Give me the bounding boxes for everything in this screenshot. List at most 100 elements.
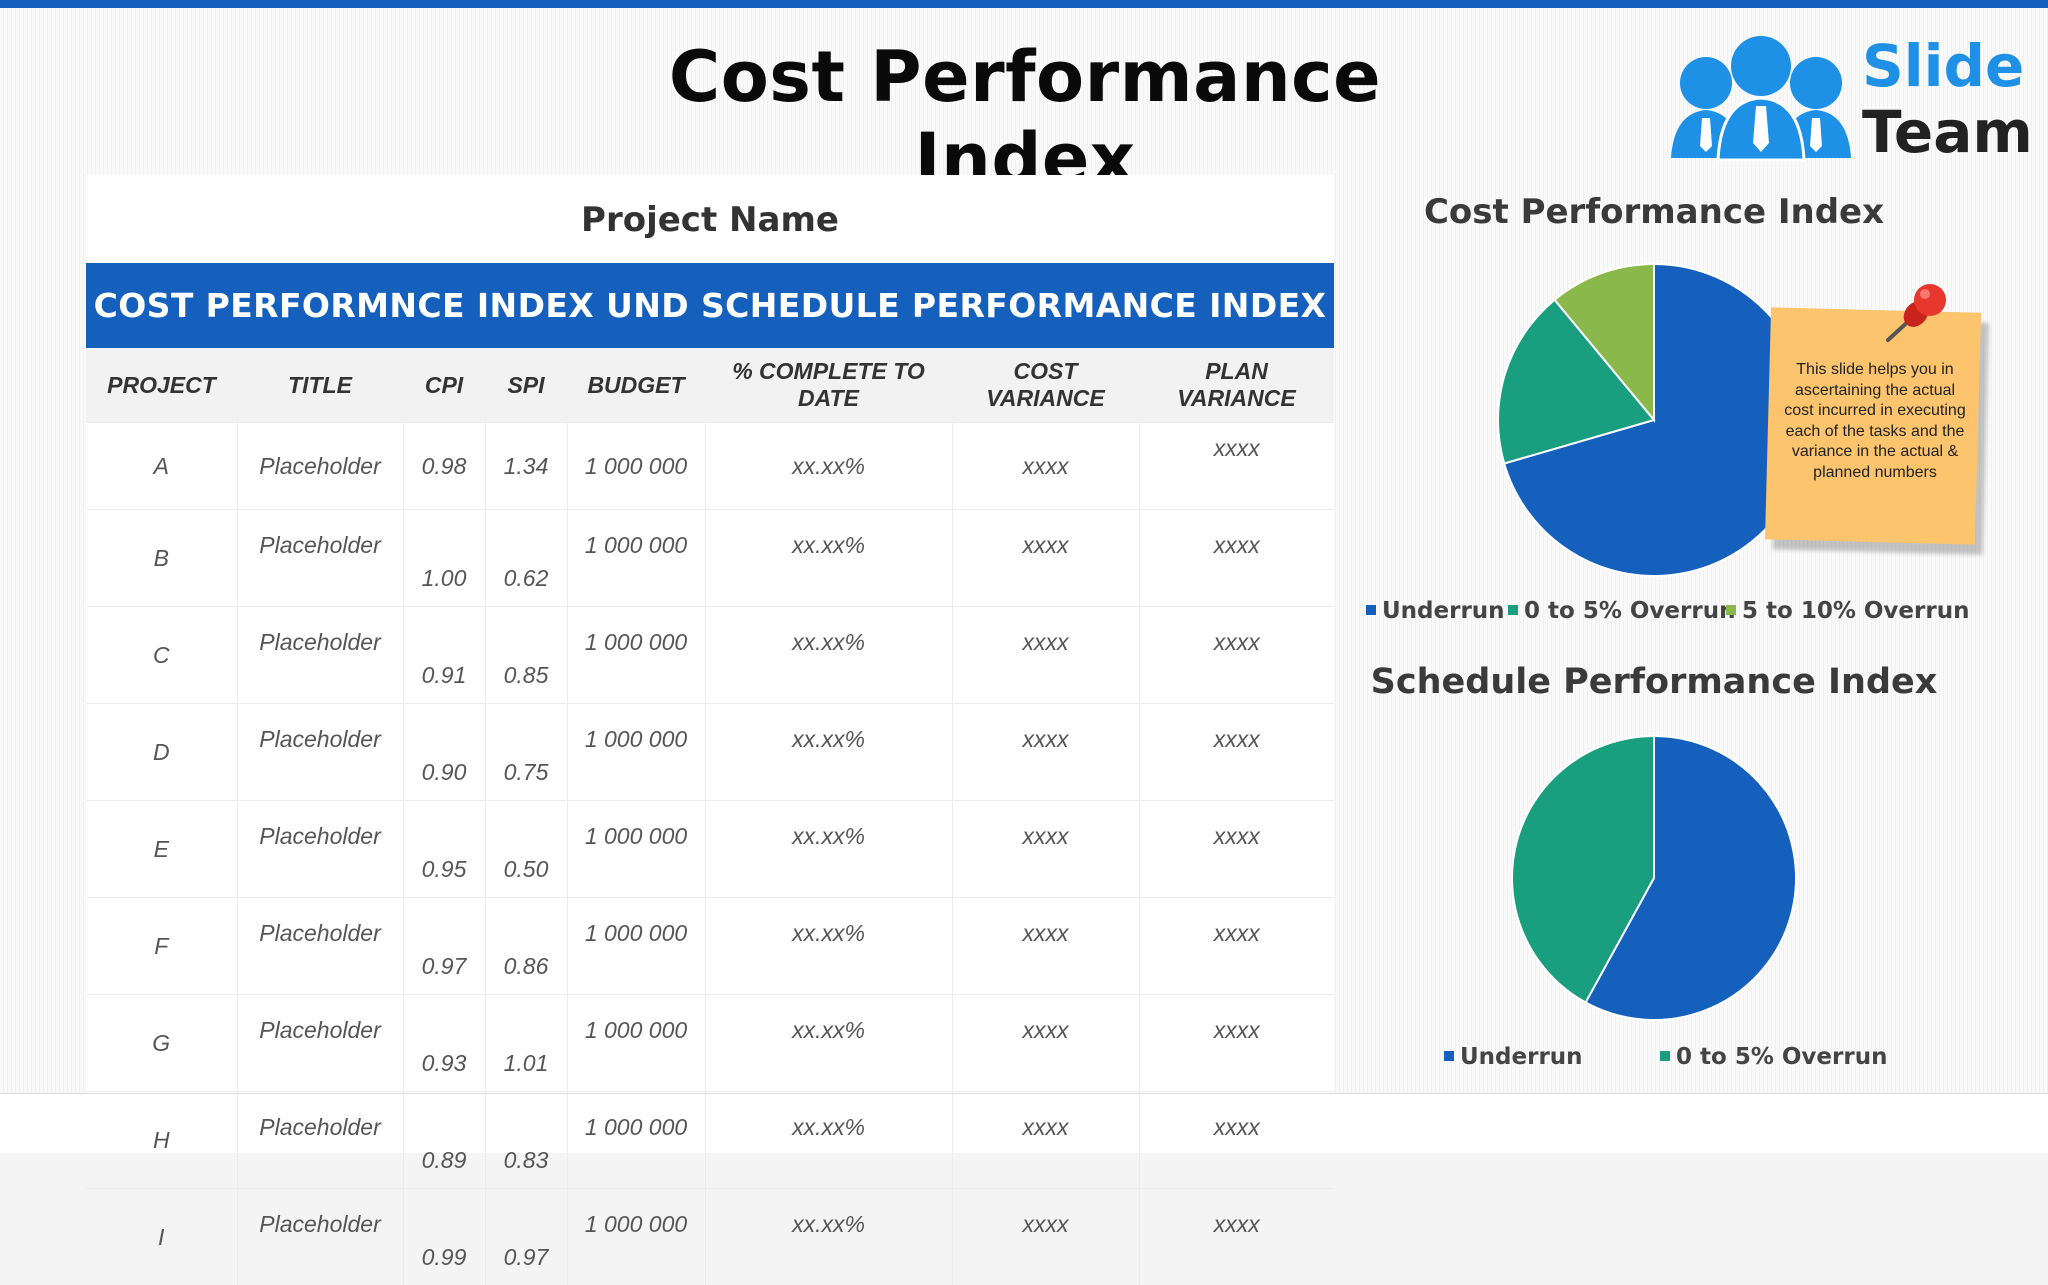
cell-budget: 1 000 000 [567, 607, 705, 704]
cell-cpi: 0.89 [403, 1092, 485, 1189]
cell-plan-variance: xxxx [1139, 607, 1334, 704]
cell-cpi: 0.97 [403, 898, 485, 995]
cell-spi: 0.62 [485, 510, 567, 607]
cell-complete: xx.xx% [705, 801, 952, 898]
cell-plan-variance: xxxx [1139, 801, 1334, 898]
cpi-legend-item: Underrun [1366, 598, 1505, 624]
cell-complete: xx.xx% [705, 704, 952, 801]
cpi-legend-item: 0 to 5% Overrun [1508, 598, 1735, 624]
cell-cpi: 0.98 [403, 423, 485, 510]
project-table-card: Project Name COST PERFORMNCE INDEX UND S… [86, 175, 1334, 1093]
cell-plan-variance: xxxx [1139, 704, 1334, 801]
cell-cpi: 0.90 [403, 704, 485, 801]
cell-complete: xx.xx% [705, 423, 952, 510]
cell-budget: 1 000 000 [567, 423, 705, 510]
cell-spi: 0.83 [485, 1092, 567, 1189]
cell-project: C [86, 607, 237, 704]
cpi-legend-label: 0 to 5% Overrun [1524, 598, 1735, 624]
spi-legend-label: Underrun [1460, 1044, 1583, 1070]
spi-pie-chart [1504, 728, 1804, 1028]
cell-title: Placeholder [237, 801, 403, 898]
cell-project: G [86, 995, 237, 1092]
team-people-icon [1666, 28, 1856, 168]
cell-plan-variance: xxxx [1139, 1092, 1334, 1189]
cell-cpi: 0.91 [403, 607, 485, 704]
cpi-legend-swatch [1366, 605, 1376, 615]
cpi-legend-swatch [1508, 605, 1518, 615]
cell-budget: 1 000 000 [567, 995, 705, 1092]
cell-cost-variance: xxxx [952, 510, 1139, 607]
cell-cpi: 0.99 [403, 1189, 485, 1285]
cell-cost-variance: xxxx [952, 995, 1139, 1092]
project-name-heading: Project Name [86, 175, 1334, 263]
cell-complete: xx.xx% [705, 607, 952, 704]
cell-project: F [86, 898, 237, 995]
cell-cost-variance: xxxx [952, 1092, 1139, 1189]
cell-complete: xx.xx% [705, 1092, 952, 1189]
cell-plan-variance: xxxx [1139, 510, 1334, 607]
cell-title: Placeholder [237, 704, 403, 801]
header-complete-l1: % COMPLETE TO [732, 358, 925, 384]
cell-title: Placeholder [237, 423, 403, 510]
cell-project: B [86, 510, 237, 607]
spi-legend-item: Underrun [1444, 1044, 1583, 1070]
spi-legend-item: 0 to 5% Overrun [1660, 1044, 1887, 1070]
spi-legend-swatch [1660, 1051, 1670, 1061]
cell-spi: 0.50 [485, 801, 567, 898]
cell-plan-variance: xxxx [1139, 995, 1334, 1092]
logo-text-slide: Slide [1862, 32, 2024, 100]
slideteam-logo: Slide Team [1666, 28, 2026, 168]
header-cpi: CPI [403, 348, 485, 423]
spi-legend-label: 0 to 5% Overrun [1676, 1044, 1887, 1070]
cell-spi: 0.97 [485, 1189, 567, 1285]
cell-project: H [86, 1092, 237, 1189]
cell-project: D [86, 704, 237, 801]
cell-cost-variance: xxxx [952, 898, 1139, 995]
cell-project: A [86, 423, 237, 510]
cell-title: Placeholder [237, 898, 403, 995]
header-spi: SPI [485, 348, 567, 423]
header-plan-l1: PLAN [1205, 358, 1268, 384]
cell-budget: 1 000 000 [567, 704, 705, 801]
cell-plan-variance: xxxx [1139, 898, 1334, 995]
header-project: PROJECT [86, 348, 237, 423]
cell-cost-variance: xxxx [952, 607, 1139, 704]
cell-title: Placeholder [237, 510, 403, 607]
cell-spi: 1.01 [485, 995, 567, 1092]
header-title: TITLE [237, 348, 403, 423]
header-cost-l2: VARIANCE [986, 385, 1104, 411]
top-accent-bar [0, 0, 2048, 8]
cell-budget: 1 000 000 [567, 801, 705, 898]
cpi-legend-label: 5 to 10% Overrun [1742, 598, 1969, 624]
cell-title: Placeholder [237, 1189, 403, 1285]
cell-plan-variance: xxxx [1139, 423, 1334, 510]
sticky-note-text: This slide helps you in ascertaining the… [1780, 360, 1970, 483]
table-banner: COST PERFORMNCE INDEX UND SCHEDULE PERFO… [86, 263, 1334, 348]
cell-title: Placeholder [237, 1092, 403, 1189]
spi-chart-title: Schedule Performance Index [1340, 662, 1968, 702]
cell-budget: 1 000 000 [567, 898, 705, 995]
table-header-row: PROJECT TITLE CPI SPI BUDGET % COMPLETE … [86, 348, 1334, 423]
header-plan-l2: VARIANCE [1177, 385, 1295, 411]
cell-spi: 0.85 [485, 607, 567, 704]
cell-cpi: 0.95 [403, 801, 485, 898]
cell-cpi: 1.00 [403, 510, 485, 607]
cell-spi: 1.34 [485, 423, 567, 510]
cell-budget: 1 000 000 [567, 510, 705, 607]
cell-cost-variance: xxxx [952, 1189, 1139, 1285]
header-budget: BUDGET [567, 348, 705, 423]
cpi-legend-swatch [1726, 605, 1736, 615]
logo-text-team: Team [1862, 98, 2033, 166]
cell-complete: xx.xx% [705, 510, 952, 607]
